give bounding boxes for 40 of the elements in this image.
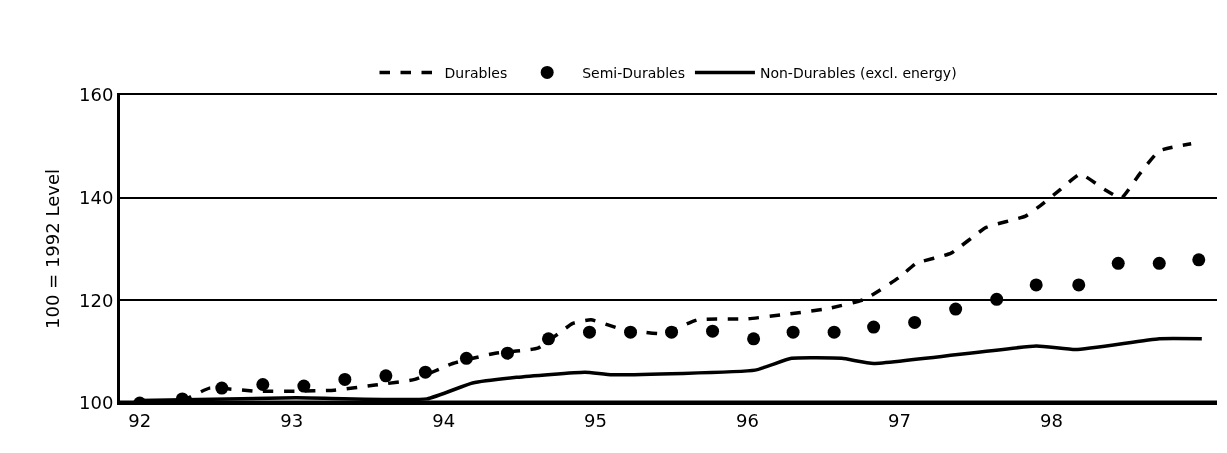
legend-label: Semi-Durables (582, 64, 685, 81)
point (256, 378, 270, 392)
y-tick-label: 160 (79, 84, 114, 106)
x-tick-label: 98 (1039, 409, 1063, 431)
y-tick-label: 120 (79, 289, 114, 311)
point (665, 325, 679, 339)
point (949, 302, 963, 316)
point (379, 369, 393, 383)
point (583, 325, 596, 339)
point (827, 325, 841, 339)
point (459, 351, 473, 365)
point (706, 324, 720, 338)
point (338, 372, 352, 386)
legend-label: Non-Durables (excl. energy) (759, 64, 957, 81)
point (1152, 256, 1166, 270)
y-tick-label: 100 (79, 392, 114, 414)
legend-label: Durables (444, 64, 508, 81)
point (215, 381, 229, 395)
point (1111, 256, 1125, 270)
y-tick-label: 140 (79, 186, 114, 208)
x-tick-label: 97 (888, 409, 911, 431)
point (908, 315, 922, 329)
point (500, 346, 514, 360)
x-tick-label: 94 (432, 409, 456, 431)
point (1072, 278, 1086, 292)
x-tick-label: 93 (280, 409, 304, 431)
point (867, 320, 881, 334)
point (747, 332, 761, 346)
point (418, 365, 432, 379)
x-tick-label: 92 (128, 409, 152, 431)
x-tick-label: 95 (584, 409, 608, 431)
point (786, 325, 800, 339)
x-tick-label: 96 (736, 409, 759, 431)
point (297, 379, 311, 393)
y-axis-title: 100 = 1992 Level (42, 169, 64, 329)
point (1192, 253, 1206, 267)
point (624, 325, 638, 339)
point (1029, 278, 1043, 292)
point (541, 332, 555, 346)
point (990, 292, 1004, 306)
